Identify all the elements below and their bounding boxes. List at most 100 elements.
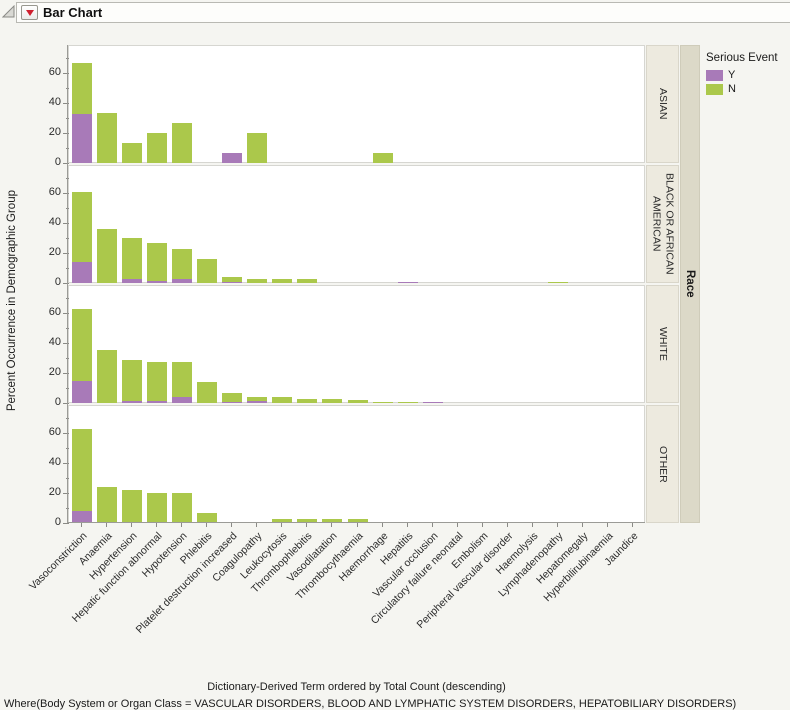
bar-segment-serious-n[interactable] <box>71 308 92 381</box>
bar-segment-serious-n[interactable] <box>222 393 243 402</box>
bar-segment-serious-n[interactable] <box>171 361 192 397</box>
bar-segment-serious-y[interactable] <box>222 401 243 403</box>
bar-segment-serious-n[interactable] <box>96 229 117 283</box>
bar-segment-serious-n[interactable] <box>347 519 368 523</box>
bar-segment-serious-n[interactable] <box>322 519 343 523</box>
bar-segment-serious-n[interactable] <box>347 400 368 403</box>
bar-segment-serious-n[interactable] <box>171 493 192 523</box>
x-axis-tick <box>607 523 609 527</box>
bar-segment-serious-n[interactable] <box>146 361 167 401</box>
y-axis-tick <box>63 223 69 224</box>
bar-segment-serious-y[interactable] <box>146 400 167 403</box>
bar-segment-serious-n[interactable] <box>171 122 192 163</box>
x-axis-tick <box>532 523 534 527</box>
bar-segment-serious-n[interactable] <box>247 397 268 401</box>
y-tick-label: 20 <box>48 366 61 378</box>
bar-segment-serious-n[interactable] <box>196 382 217 403</box>
bar-segment-serious-n[interactable] <box>297 519 318 523</box>
y-tick-label: 20 <box>48 486 61 498</box>
bar-segment-serious-n[interactable] <box>71 428 92 511</box>
y-axis-tick <box>63 133 69 134</box>
bar-segment-serious-y[interactable] <box>71 262 92 283</box>
bar-segment-serious-n[interactable] <box>548 281 569 283</box>
bar-segment-serious-n[interactable] <box>196 259 217 283</box>
bar-segment-serious-y[interactable] <box>121 279 142 283</box>
report-titlebar: Bar Chart <box>16 2 790 23</box>
panel-other: 0 20 40 60 <box>49 405 645 528</box>
bar-segment-serious-n[interactable] <box>96 112 117 163</box>
bar-segment-serious-n[interactable] <box>121 238 142 280</box>
legend-swatch-n[interactable] <box>706 83 723 95</box>
y-axis-tick <box>63 103 69 104</box>
y-axis-line <box>67 45 68 523</box>
bar-segment-serious-n[interactable] <box>372 152 393 163</box>
outline-disclosure-icon[interactable] <box>2 5 15 18</box>
bar-segment-serious-y[interactable] <box>397 281 418 283</box>
bar-segment-serious-n[interactable] <box>272 397 293 403</box>
bar-segment-serious-y[interactable] <box>422 401 443 403</box>
bar-segment-serious-n[interactable] <box>96 487 117 523</box>
y-axis-title: Percent Occurrence in Demographic Group <box>6 189 18 412</box>
x-axis-tick <box>406 523 408 527</box>
panel-white: 0 20 40 60 <box>49 285 645 408</box>
bar-segment-serious-n[interactable] <box>146 242 167 282</box>
bar-segment-serious-n[interactable] <box>272 519 293 523</box>
bar-segment-serious-n[interactable] <box>247 279 268 283</box>
y-tick-label: 0 <box>54 516 61 528</box>
y-tick-label: 0 <box>54 156 61 168</box>
x-axis-tick <box>130 523 132 527</box>
red-triangle-menu-button[interactable] <box>21 5 38 20</box>
bar-segment-serious-n[interactable] <box>146 493 167 523</box>
y-tick-label: 40 <box>48 456 61 468</box>
bar-segment-serious-n[interactable] <box>272 279 293 283</box>
x-axis-tick <box>481 523 483 527</box>
bar-segment-serious-y[interactable] <box>171 278 192 283</box>
x-axis-tick <box>256 523 258 527</box>
panel-strip-label: OTHER <box>646 405 679 523</box>
bar-segment-serious-y[interactable] <box>146 281 167 283</box>
bar-segment-serious-n[interactable] <box>222 277 243 282</box>
bar-segment-serious-n[interactable] <box>96 349 117 403</box>
bar-segment-serious-n[interactable] <box>372 401 393 403</box>
bar-chart-canvas: Percent Occurrence in Demographic Group … <box>0 24 790 710</box>
page-title: Bar Chart <box>43 5 103 20</box>
x-axis-tick <box>557 523 559 527</box>
bar-segment-serious-y[interactable] <box>171 397 192 403</box>
bar-segment-serious-y[interactable] <box>71 380 92 403</box>
bar-segment-serious-n[interactable] <box>71 62 92 114</box>
bar-segment-serious-n[interactable] <box>121 359 142 401</box>
bar-segment-serious-y[interactable] <box>71 113 92 163</box>
panel-strip-label: BLACK OR AFRICAN AMERICAN <box>646 165 679 283</box>
bar-segment-serious-n[interactable] <box>71 191 92 262</box>
legend-item-n: N <box>706 83 778 95</box>
bar-segment-serious-n[interactable] <box>196 513 217 523</box>
legend-swatch-y[interactable] <box>706 69 723 81</box>
bar-segment-serious-y[interactable] <box>222 152 243 163</box>
x-axis-tick <box>306 523 308 527</box>
x-axis-tick <box>281 523 283 527</box>
bar-segment-serious-n[interactable] <box>171 249 192 279</box>
y-tick-label: 0 <box>54 276 61 288</box>
bar-segment-serious-n[interactable] <box>121 490 142 523</box>
bar-segment-serious-n[interactable] <box>297 399 318 403</box>
bar-segment-serious-n[interactable] <box>322 399 343 403</box>
race-axis-label: Race <box>684 270 696 298</box>
bar-segment-serious-n[interactable] <box>121 142 142 163</box>
bar-segment-serious-n[interactable] <box>397 402 418 403</box>
y-tick-label: 40 <box>48 216 61 228</box>
bar-segment-serious-y[interactable] <box>247 400 268 403</box>
bar-segment-serious-n[interactable] <box>247 133 268 163</box>
legend-label: Y <box>728 69 736 81</box>
y-axis-tick <box>63 283 69 284</box>
bar-segment-serious-y[interactable] <box>71 511 92 523</box>
bar-segment-serious-n[interactable] <box>297 279 318 283</box>
bar-segment-serious-y[interactable] <box>222 281 243 283</box>
panel-strip-label: WHITE <box>646 285 679 403</box>
bar-segment-serious-y[interactable] <box>121 400 142 403</box>
y-axis-tick <box>63 433 69 434</box>
panel-asian: 0 20 40 60 <box>49 45 645 168</box>
x-axis-title: Dictionary-Derived Term ordered by Total… <box>207 681 506 693</box>
panel-black-or-african-american: 0 20 40 60 <box>49 165 645 288</box>
x-axis-tick <box>356 523 358 527</box>
bar-segment-serious-n[interactable] <box>146 133 167 163</box>
